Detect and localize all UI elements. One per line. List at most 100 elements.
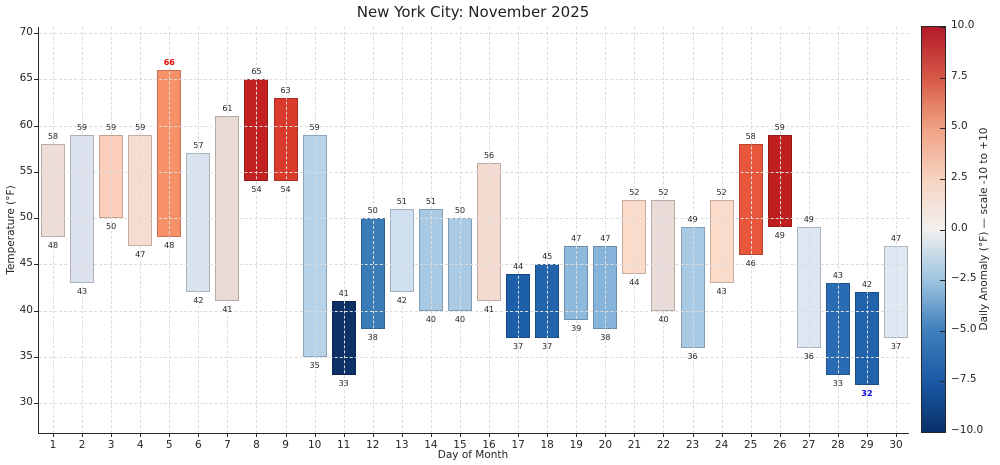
bar-high-label: 58 (745, 132, 756, 141)
x-gridline (692, 27, 694, 433)
x-tick-mark (896, 433, 898, 437)
x-tick-label: 14 (424, 439, 438, 451)
x-tick-mark (518, 433, 520, 437)
bar-high-label: 50 (367, 206, 378, 215)
y-tick-label: 45 (19, 257, 33, 270)
x-gridline (750, 27, 752, 433)
x-tick-mark (53, 433, 54, 437)
y-tick-mark (34, 33, 38, 34)
bar-high-label: 63 (280, 85, 291, 95)
x-tick-mark (401, 433, 403, 437)
x-gridline (489, 27, 491, 433)
x-gridline (198, 27, 200, 433)
y-tick-mark (34, 218, 38, 219)
x-tick-mark (663, 433, 665, 437)
bar-high-label: 47 (571, 233, 582, 243)
x-gridline (111, 27, 113, 433)
x-gridline (401, 27, 403, 433)
colorbar-tick-mark (940, 280, 945, 282)
x-gridline (285, 27, 287, 433)
x-tick-mark (750, 433, 752, 437)
x-tick-mark (314, 433, 316, 437)
x-tick-mark (140, 433, 142, 437)
x-tick-mark (489, 433, 491, 437)
y-gridline (39, 310, 909, 312)
bar-low-label: 36 (803, 351, 814, 361)
bar-high-label: 52 (716, 187, 727, 197)
x-gridline (663, 27, 665, 433)
colorbar-tick-label: −7.5 (951, 373, 977, 386)
bar-low-label: 38 (367, 333, 378, 342)
bar-low-label: 37 (513, 342, 524, 352)
bar-low-label: 46 (745, 259, 756, 268)
bar-low-label: 48 (47, 240, 59, 250)
x-tick-mark (430, 433, 432, 437)
bar-low-label: 41 (483, 305, 495, 315)
y-gridline (39, 125, 909, 127)
x-tick-mark (576, 433, 578, 437)
x-tick-label: 20 (598, 439, 613, 451)
y-tick-mark (34, 264, 38, 266)
y-tick-mark (34, 403, 38, 404)
bar-low-label: 33 (832, 379, 843, 389)
x-tick-label: 5 (165, 439, 173, 451)
x-gridline (372, 27, 374, 433)
bar-low-label: 50 (106, 222, 117, 231)
x-tick-label: 9 (282, 439, 289, 451)
y-tick-label: 70 (19, 26, 33, 39)
x-gridline (140, 27, 142, 433)
x-gridline (459, 27, 461, 433)
colorbar-tick-label: 2.5 (951, 170, 968, 183)
x-tick-mark (169, 433, 171, 437)
x-gridline (256, 27, 258, 433)
bar-low-label: 44 (629, 277, 640, 287)
x-tick-mark (634, 433, 636, 437)
x-tick-label: 27 (802, 439, 816, 451)
x-gridline (430, 27, 432, 433)
x-tick-mark (692, 433, 694, 437)
x-tick-mark (227, 433, 229, 437)
bar-high-label: 49 (803, 215, 814, 225)
bar-low-label: 41 (222, 305, 233, 315)
colorbar-tick-label: −10.0 (951, 424, 984, 436)
x-tick-label: 28 (831, 439, 845, 451)
x-gridline (169, 27, 171, 433)
y-gridline (39, 403, 909, 404)
x-gridline (314, 27, 316, 433)
x-tick-label: 22 (656, 439, 671, 451)
bar-high-label: 44 (513, 261, 524, 271)
x-tick-label: 19 (569, 439, 583, 451)
x-gridline (779, 27, 781, 433)
bar-low-label: 47 (135, 249, 146, 259)
x-gridline (53, 27, 54, 433)
bar-low-label: 37 (890, 342, 902, 352)
bar-low-label: 40 (454, 314, 466, 324)
x-gridline (721, 27, 723, 433)
x-tick-label: 29 (860, 439, 874, 451)
x-tick-label: 15 (453, 439, 467, 451)
x-tick-label: 30 (889, 439, 903, 451)
colorbar-tick-label: 10.0 (951, 19, 975, 31)
x-tick-label: 25 (743, 439, 758, 451)
bar-high-label: 52 (629, 187, 640, 197)
x-tick-label: 3 (107, 439, 115, 451)
x-tick-label: 10 (307, 439, 322, 451)
y-tick-mark (34, 356, 38, 358)
bar-high-label: 47 (600, 233, 611, 243)
bar-high-label: 49 (687, 215, 698, 225)
x-tick-label: 2 (78, 439, 86, 451)
colorbar-tick-mark (940, 77, 945, 79)
bar-low-label: 43 (716, 286, 727, 296)
x-tick-mark (605, 433, 607, 437)
x-tick-mark (837, 433, 839, 437)
bar-high-label: 42 (861, 280, 873, 289)
y-gridline (39, 171, 909, 173)
bar-high-label: 59 (309, 122, 320, 132)
bar-high-label: 56 (483, 150, 495, 160)
colorbar-tick-mark (940, 178, 945, 180)
bar-low-label: 49 (774, 231, 785, 241)
bar-high-label: 47 (890, 233, 902, 243)
x-tick-label: 16 (482, 439, 496, 451)
x-gridline (896, 27, 898, 433)
x-gridline (518, 27, 520, 433)
